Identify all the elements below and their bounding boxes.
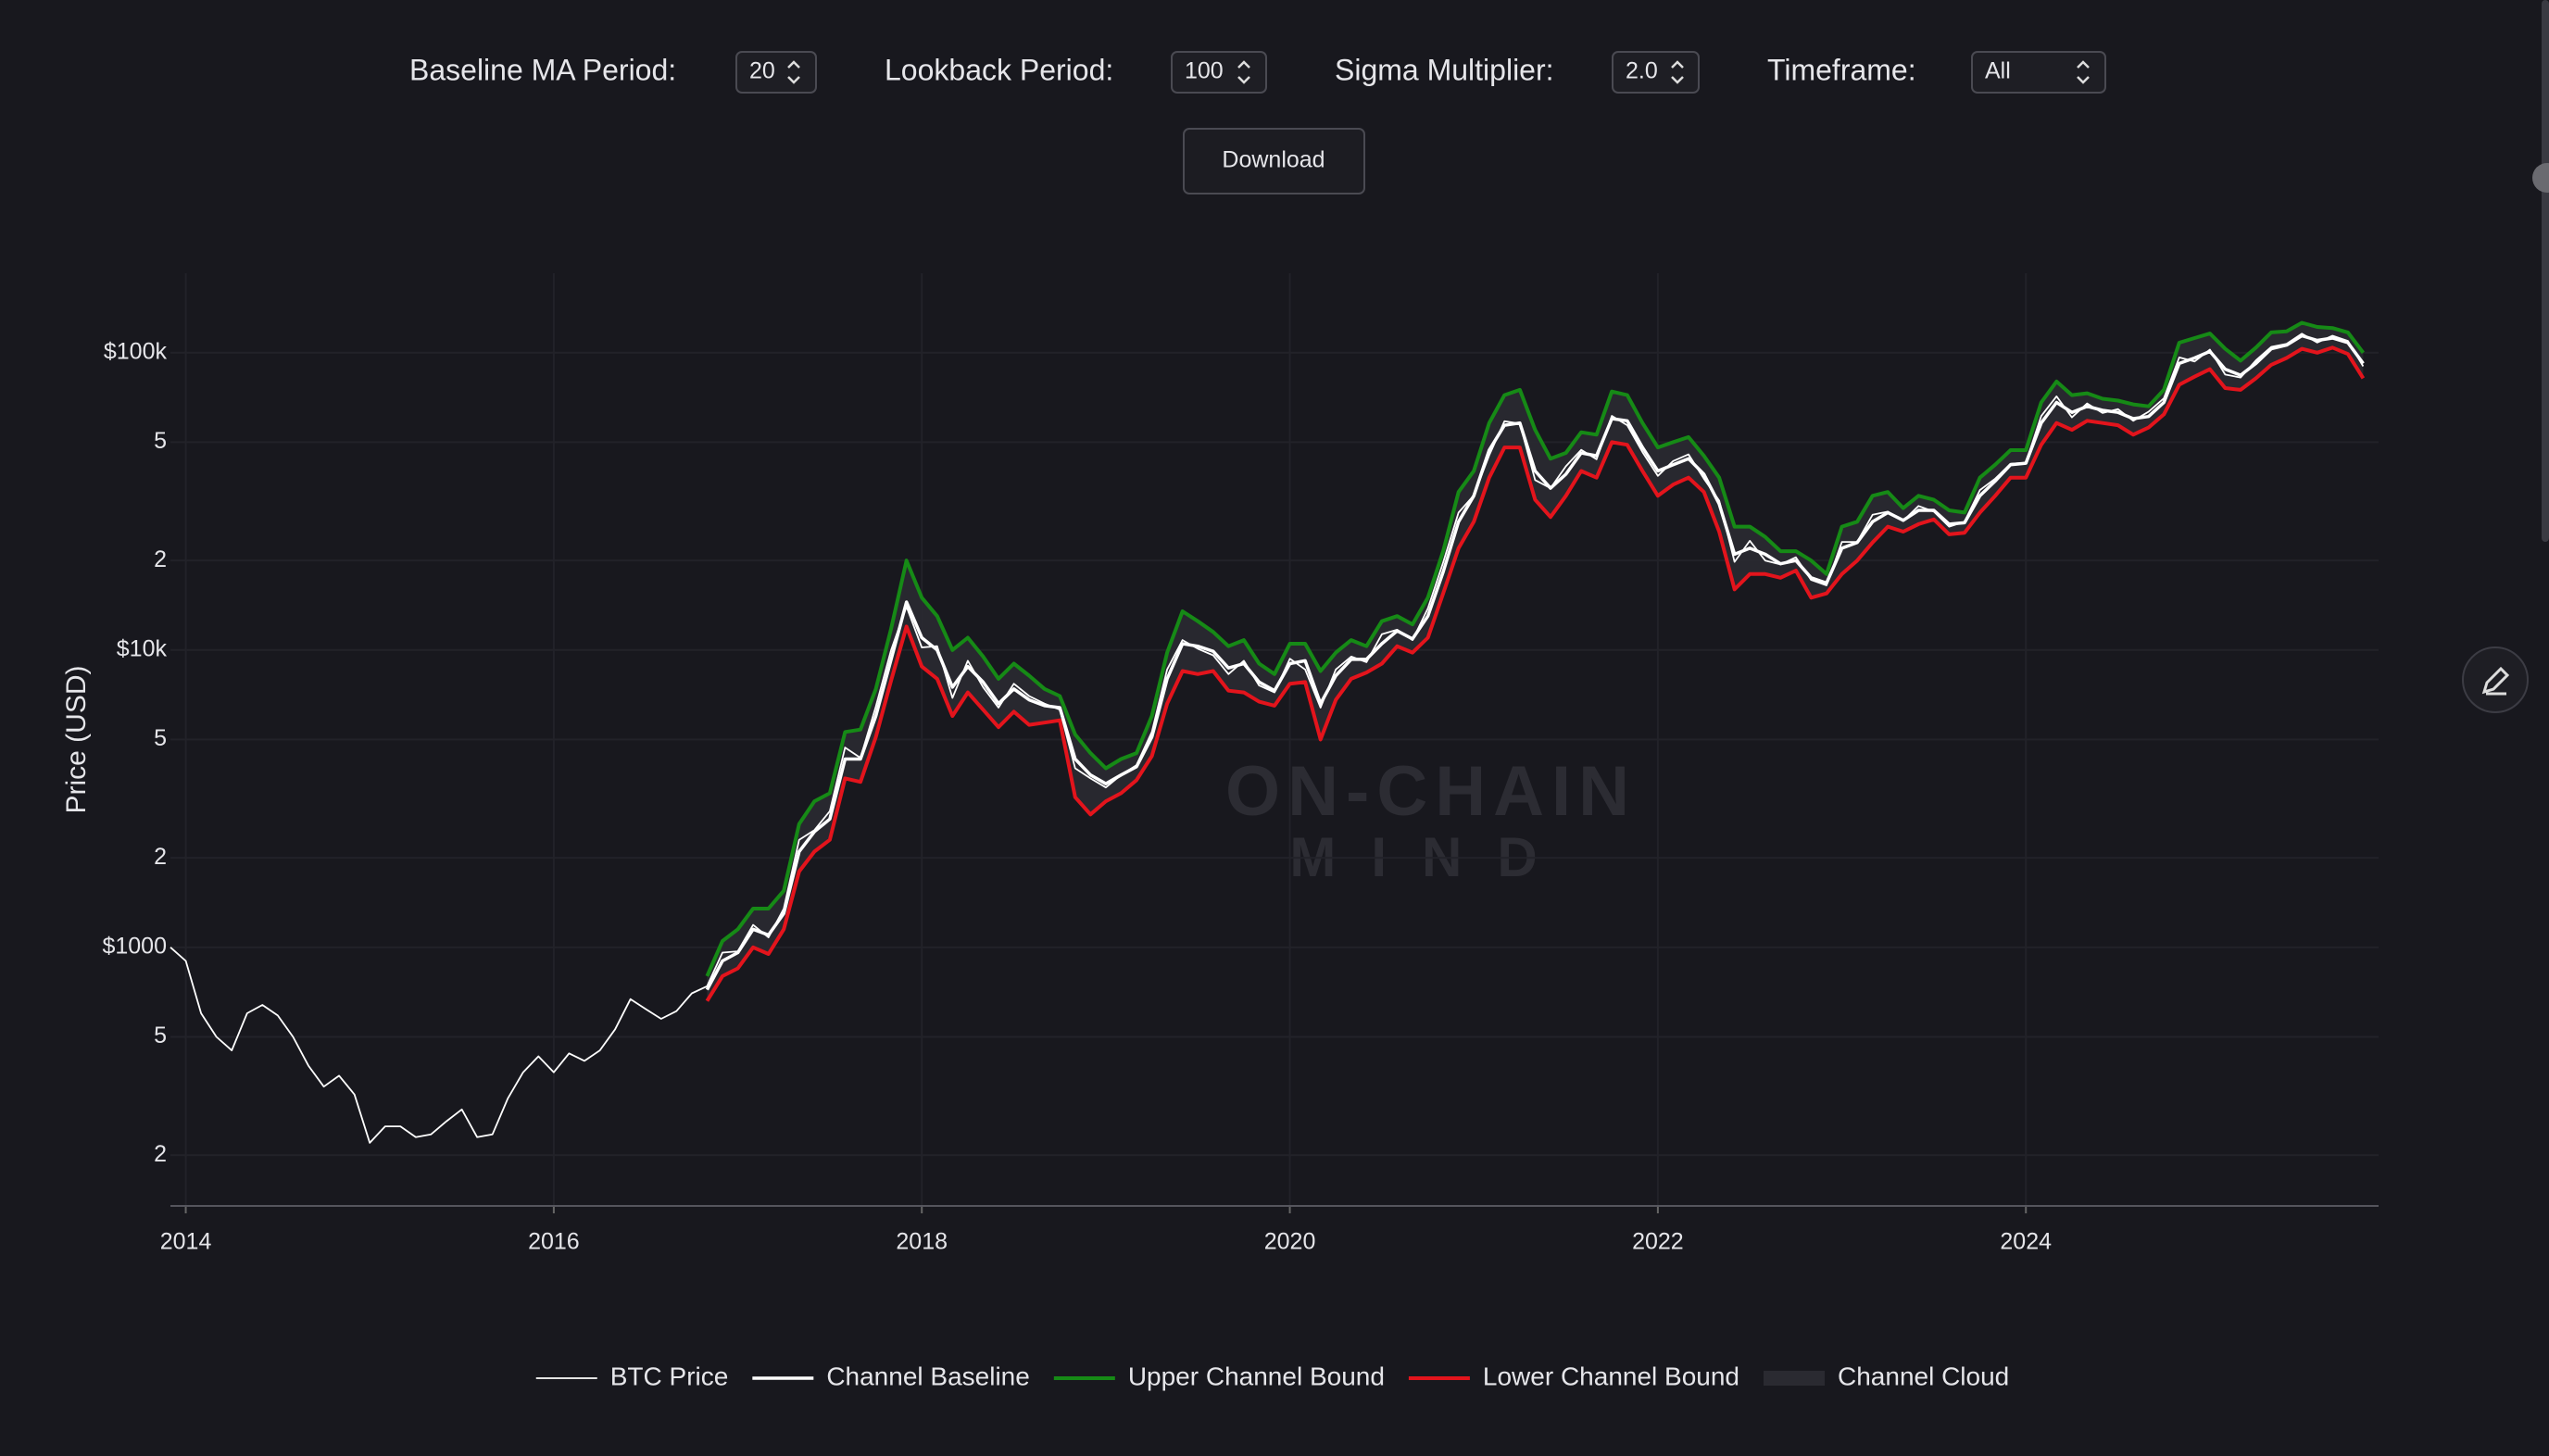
x-tick-label: 2024 xyxy=(2000,1229,2052,1255)
scroll-handle[interactable] xyxy=(2532,163,2549,193)
y-tick-label: 2 xyxy=(154,546,167,572)
legend-label: Lower Channel Bound xyxy=(1483,1362,1739,1390)
select-value: 2.0 xyxy=(1626,58,1658,84)
y-tick-label: 2 xyxy=(154,1141,167,1167)
select-value: 100 xyxy=(1185,58,1224,84)
edit-button[interactable] xyxy=(2462,646,2529,713)
series-line xyxy=(705,320,2365,977)
select[interactable] xyxy=(735,51,817,94)
series-line xyxy=(705,345,2366,1002)
control-label: Lookback Period: xyxy=(885,53,1113,86)
series-line xyxy=(705,333,2365,991)
select-chevron xyxy=(2077,60,2090,84)
legend-label: BTC Price xyxy=(610,1362,729,1390)
control-label: Timeframe: xyxy=(1767,53,1916,86)
select-chevron xyxy=(1237,60,1250,84)
y-tick-label: $10k xyxy=(117,635,168,661)
y-tick-label: 5 xyxy=(154,428,167,454)
legend-label: Upper Channel Bound xyxy=(1128,1362,1385,1390)
y-tick-label: 2 xyxy=(154,844,167,870)
y-axis-label: Price (USD) xyxy=(61,665,92,813)
select-value: 20 xyxy=(749,58,775,84)
x-tick-label: 2020 xyxy=(1264,1229,1316,1255)
legend: BTC Price Channel Baseline Upper Channel B… xyxy=(535,1362,2009,1390)
legend-label: Channel Cloud xyxy=(1838,1362,2009,1390)
y-tick-label: $100k xyxy=(104,338,168,364)
y-tick-label: 5 xyxy=(154,725,167,751)
x-tick-label: 2014 xyxy=(160,1229,212,1255)
series-line xyxy=(170,333,2365,1144)
select-value: All xyxy=(1985,58,2011,84)
control-label: Baseline MA Period: xyxy=(409,53,676,86)
select-chevron xyxy=(787,60,800,84)
edit-icon xyxy=(2481,666,2510,696)
x-tick-label: 2016 xyxy=(528,1229,580,1255)
legend-label: Channel Baseline xyxy=(826,1362,1030,1390)
watermark: ON-CHAIN xyxy=(1225,752,1637,831)
select[interactable] xyxy=(1971,51,2106,94)
y-tick-label: 5 xyxy=(154,1023,167,1048)
control-label: Sigma Multiplier: xyxy=(1335,53,1554,86)
download-label: Download xyxy=(1222,147,1325,173)
scrollbar[interactable] xyxy=(2542,0,2549,542)
x-tick-label: 2022 xyxy=(1632,1229,1684,1255)
select-chevron xyxy=(1671,60,1684,84)
channel-cloud xyxy=(707,322,2364,1001)
download-button[interactable] xyxy=(1183,128,1365,195)
x-tick-label: 2018 xyxy=(896,1229,948,1255)
y-tick-label: $1000 xyxy=(102,933,167,959)
legend-swatch xyxy=(1764,1371,1826,1386)
